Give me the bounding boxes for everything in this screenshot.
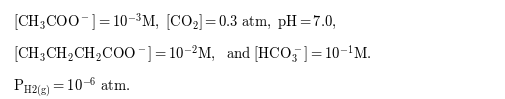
Text: $\mathrm{P_{H2(g)}} = 10^{-6}\ \mathrm{atm.}$: $\mathrm{P_{H2(g)}} = 10^{-6}\ \mathrm{a… xyxy=(13,75,130,99)
Text: $[\mathrm{CH_3COO^-}] = 10^{-3}\mathrm{M},\ [\mathrm{CO_2}] = 0.3\ \mathrm{atm},: $[\mathrm{CH_3COO^-}] = 10^{-3}\mathrm{M… xyxy=(13,11,335,33)
Text: $[\mathrm{CH_3CH_2CH_2COO^-}] = 10^{-2}\mathrm{M},\ \ \mathrm{and}\ [\mathrm{HCO: $[\mathrm{CH_3CH_2CH_2COO^-}] = 10^{-2}\… xyxy=(13,44,371,65)
